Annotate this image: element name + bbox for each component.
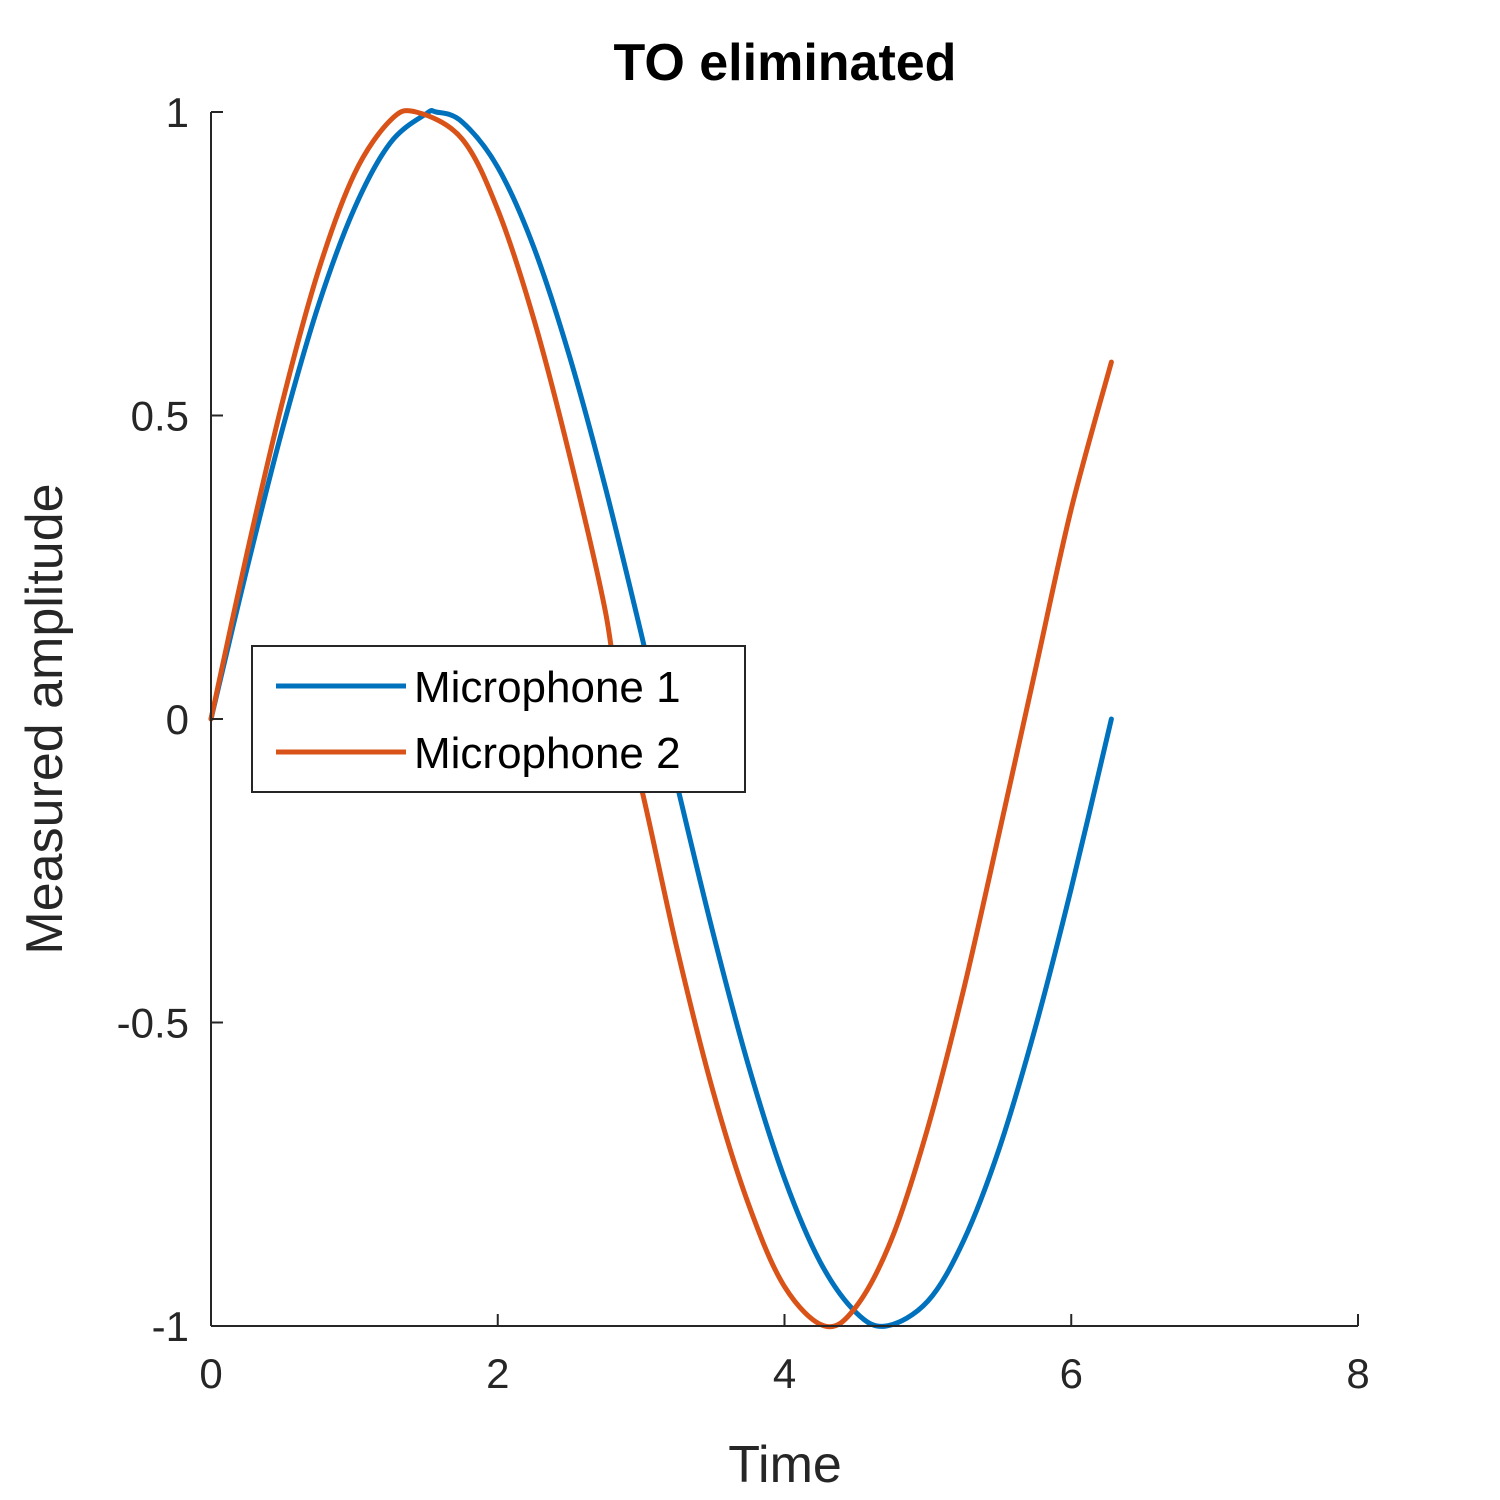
y-tick-label: 1 (166, 89, 189, 136)
legend-label-microphone-1: Microphone 1 (414, 663, 681, 712)
y-tick-label: -1 (152, 1303, 189, 1350)
legend-box (251, 645, 746, 793)
x-tick-label: 2 (486, 1350, 509, 1397)
x-tick-label: 0 (199, 1350, 222, 1397)
y-axis-ticks: -1 -0.5 0 0.5 1 (117, 89, 223, 1350)
plot-area: 0 2 4 6 8 -1 -0.5 0 0.5 1 (117, 89, 1370, 1397)
y-axis-label: Measured amplitude (16, 483, 74, 954)
x-tick-label: 4 (773, 1350, 796, 1397)
x-tick-label: 8 (1346, 1350, 1369, 1397)
legend-label-microphone-2: Microphone 2 (414, 729, 681, 778)
x-tick-label: 6 (1060, 1350, 1083, 1397)
y-tick-label: -0.5 (117, 1000, 189, 1047)
series-line-microphone-2 (208, 108, 1114, 1330)
x-axis-ticks: 0 2 4 6 8 (199, 1314, 1370, 1397)
legend: Microphone 1 Microphone 2 (251, 645, 746, 793)
y-tick-label: 0 (166, 696, 189, 743)
chart-title: TO eliminated (614, 34, 957, 92)
y-tick-label: 0.5 (131, 393, 189, 440)
x-axis-label: Time (728, 1436, 842, 1494)
